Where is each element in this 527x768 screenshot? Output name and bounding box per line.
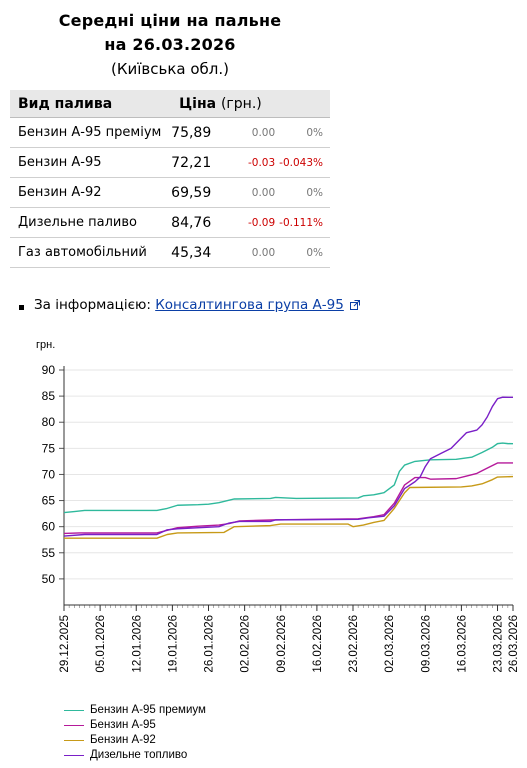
legend-item: Бензин А-95 (64, 718, 206, 733)
price-change: -0.09 (230, 207, 280, 238)
table-row: Дизельне паливо 84,76 -0.09 -0.111% (10, 207, 330, 238)
price-change: 0.00 (230, 117, 280, 148)
fuel-name: Дизельне паливо (10, 207, 172, 238)
legend-label: Бензин А-95 премиум (90, 704, 206, 716)
table-row: Бензин А-92 69,59 0.00 0% (10, 177, 330, 208)
table-row: Бензин А-95 72,21 -0.03 -0.043% (10, 147, 330, 178)
fuel-price: 69,59 (171, 177, 231, 208)
source-link[interactable]: Консалтингова група А-95 (155, 297, 344, 313)
page-region: (Київська обл.) (110, 60, 229, 78)
external-link-icon[interactable] (350, 300, 361, 310)
x-tick-label: 09.02.2026 (276, 615, 288, 673)
price-change-pct: 0% (279, 177, 330, 208)
legend-label: Бензин А-95 (90, 719, 156, 731)
price-change: 0.00 (230, 237, 280, 268)
bullet-icon (19, 305, 24, 310)
y-tick-label: 70 (42, 467, 56, 481)
page-title: Середні ціни на пальне (58, 11, 282, 30)
price-change: -0.03 (230, 147, 280, 178)
col-price-label: Ціна (179, 95, 217, 112)
legend-item: Бензин А-92 (64, 733, 206, 748)
price-table: Вид палива Ціна (грн.) Бензин А-95 премі… (10, 90, 330, 268)
legend-label: Дизельне топливо (90, 749, 188, 761)
y-tick-label: 60 (42, 520, 56, 534)
legend-swatch (64, 740, 84, 741)
y-tick-label: 80 (42, 415, 56, 429)
series-line (64, 475, 514, 539)
price-change: 0.00 (230, 177, 280, 208)
col-fuel-header: Вид палива (10, 90, 172, 118)
table-header-row: Вид палива Ціна (грн.) (10, 90, 330, 118)
fuel-name: Бензин А-92 (10, 177, 172, 208)
page-date: на 26.03.2026 (104, 35, 236, 54)
x-tick-label: 02.02.2026 (240, 615, 252, 673)
source-line: За інформацією: Консалтингова група А-95 (19, 297, 361, 313)
series-line (63, 462, 514, 535)
x-tick-label: 16.03.2026 (456, 615, 468, 673)
legend-swatch (64, 710, 84, 711)
price-change-pct: 0% (279, 237, 330, 268)
source-label: За інформацією: (34, 297, 151, 313)
fuel-price: 84,76 (171, 207, 231, 238)
price-chart: грн. 50 55 60 65 70 75 80 85 90 29.12.2025 05.01.20… (36, 339, 520, 673)
x-tick-label: 29.12.2025 (59, 615, 71, 673)
x-tick-label: 26.01.2026 (204, 615, 216, 673)
y-tick-label: 90 (42, 363, 56, 377)
y-tick-label: 65 (42, 494, 56, 508)
table-row: Газ автомобільний 45,34 0.00 0% (10, 237, 330, 268)
series-line (63, 396, 514, 537)
x-tick-label: 09.03.2026 (420, 615, 432, 673)
x-tick-label: 02.03.2026 (384, 615, 396, 673)
legend-swatch (64, 755, 84, 756)
x-tick-label: 26.03.2026 (508, 615, 520, 673)
y-tick-label: 75 (42, 441, 56, 455)
fuel-price: 72,21 (171, 147, 231, 178)
legend-item: Дизельне топливо (64, 748, 206, 763)
chart-legend: Бензин А-95 премиум Бензин А-95 Бензин А-9… (64, 703, 206, 763)
fuel-name: Газ автомобільний (10, 237, 172, 268)
x-tick-label: 12.01.2026 (131, 615, 143, 673)
table-body: Бензин А-95 преміум 75,89 0.00 0% Бензин А-9… (10, 117, 330, 268)
x-tick-label: 16.02.2026 (312, 615, 324, 673)
fuel-name: Бензин А-95 преміум (10, 117, 172, 148)
x-tick-label: 23.02.2026 (348, 615, 360, 673)
x-tick-label: 05.01.2026 (95, 615, 107, 673)
x-tick-label: 19.01.2026 (167, 615, 179, 673)
y-tick-label: 55 (42, 546, 56, 560)
fuel-name: Бензин А-95 (10, 147, 172, 178)
series-line (63, 442, 514, 514)
fuel-price: 45,34 (171, 237, 231, 268)
legend-item: Бензин А-95 премиум (64, 703, 206, 718)
price-change-pct: -0.111% (279, 207, 330, 238)
y-tick-label: 50 (42, 572, 56, 586)
y-tick-label: 85 (42, 389, 56, 403)
col-unit-label: (грн.) (220, 95, 262, 112)
col-fuel-label: Вид палива (18, 95, 113, 112)
legend-swatch (64, 725, 84, 726)
price-change-pct: 0% (279, 117, 330, 148)
x-tick-label: 23.03.2026 (493, 615, 505, 673)
col-price-header: Ціна (грн.) (171, 90, 330, 118)
y-axis-label: грн. (36, 339, 55, 351)
table-row: Бензин А-95 преміум 75,89 0.00 0% (10, 117, 330, 148)
fuel-price: 75,89 (171, 117, 231, 148)
price-change-pct: -0.043% (279, 147, 330, 178)
legend-label: Бензин А-92 (90, 734, 156, 746)
